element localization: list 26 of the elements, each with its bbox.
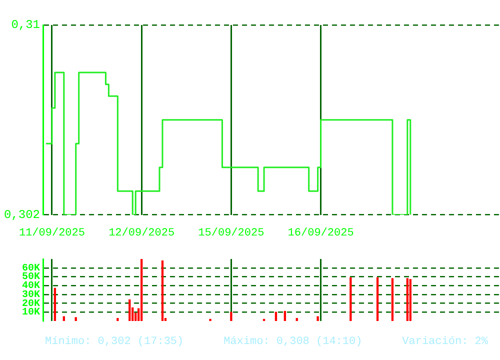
bar — [406, 278, 408, 321]
y-tick-label: 10K — [22, 308, 40, 319]
bar — [296, 318, 298, 321]
text: Mínimo: 0,302 (17:35) — [45, 336, 184, 348]
bar — [128, 299, 131, 321]
bar — [316, 316, 319, 321]
x-tick-label: 11/09/2025 — [18, 227, 85, 240]
bar — [274, 312, 278, 321]
y-tick-label: 0,302 — [4, 208, 40, 222]
x-tick-label: 16/09/2025 — [288, 227, 354, 240]
bar — [376, 277, 379, 321]
bar — [54, 288, 56, 321]
bar — [350, 277, 352, 321]
x-tick-label: 15/09/2025 — [198, 227, 264, 240]
bar — [62, 316, 65, 321]
bar — [409, 279, 412, 321]
bar — [74, 317, 77, 321]
bar — [391, 278, 394, 321]
y-tick-label: 0,31 — [11, 18, 40, 32]
text: Variación: 2% — [402, 336, 488, 348]
x-tick-label: 12/09/2025 — [108, 227, 175, 240]
bar — [230, 312, 232, 321]
text: Máximo: 0,308 (14:10) — [224, 336, 362, 348]
bar — [161, 260, 164, 321]
bar — [116, 318, 119, 321]
bar — [284, 310, 286, 321]
